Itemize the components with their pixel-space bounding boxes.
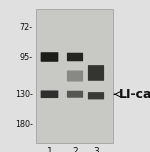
Text: 130-: 130- [15, 90, 33, 99]
FancyBboxPatch shape [41, 52, 58, 62]
FancyBboxPatch shape [67, 71, 83, 81]
FancyBboxPatch shape [41, 90, 58, 98]
Text: 95-: 95- [20, 53, 33, 62]
Text: 72-: 72- [20, 23, 33, 32]
Text: 1: 1 [47, 147, 52, 152]
FancyBboxPatch shape [67, 53, 83, 61]
FancyBboxPatch shape [88, 92, 104, 99]
Text: 2: 2 [72, 147, 78, 152]
Text: LI-cadherin: LI-cadherin [118, 88, 150, 101]
FancyBboxPatch shape [67, 91, 83, 98]
Bar [36, 9, 112, 143]
FancyBboxPatch shape [88, 65, 104, 81]
Text: 180-: 180- [15, 120, 33, 129]
Text: 3: 3 [93, 147, 99, 152]
